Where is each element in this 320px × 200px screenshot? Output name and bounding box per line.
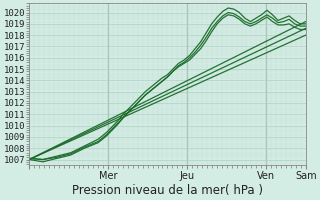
X-axis label: Pression niveau de la mer( hPa ): Pression niveau de la mer( hPa ) xyxy=(72,184,263,197)
